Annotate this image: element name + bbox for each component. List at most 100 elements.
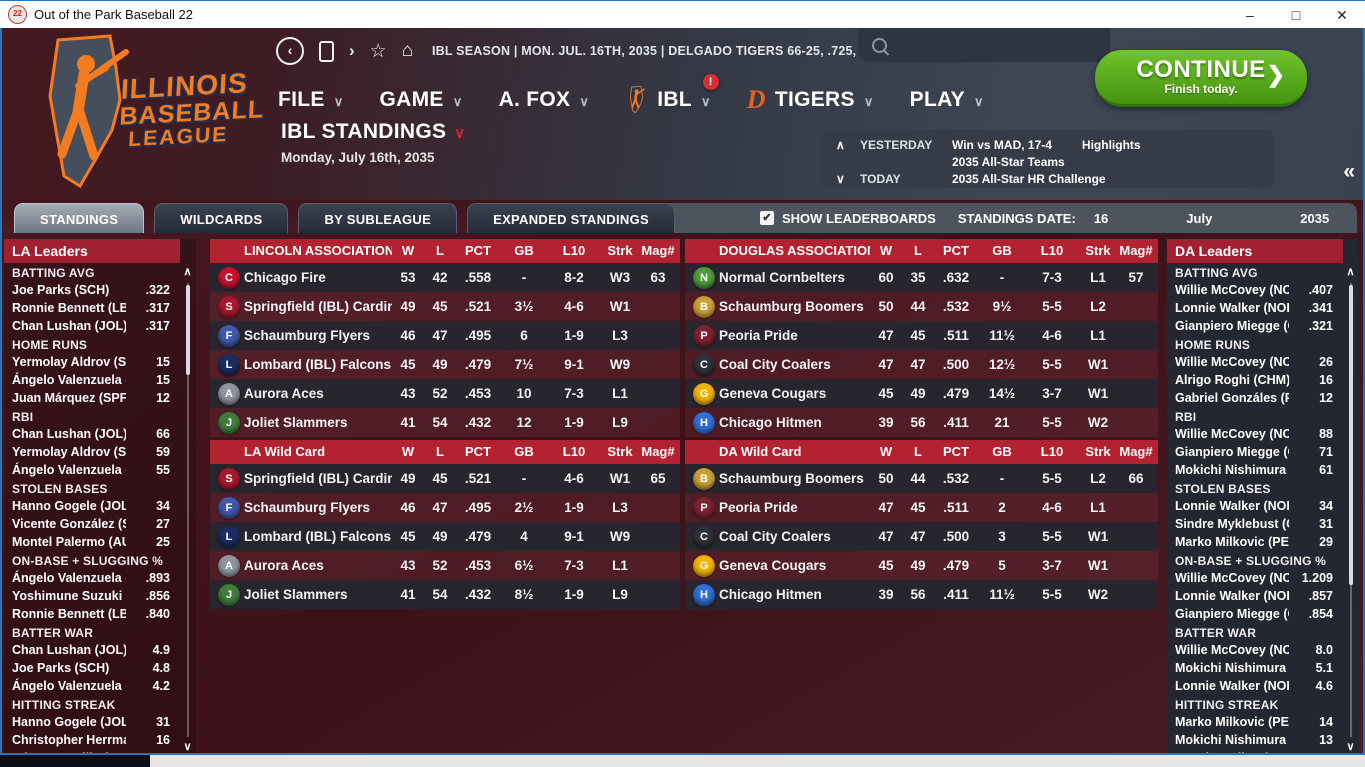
team-row[interactable]: C Chicago Fire 53 42 .558 - 8-2 W3 63 xyxy=(210,263,680,292)
team-row[interactable]: A Aurora Aces 43 52 .453 10 7-3 L1 xyxy=(210,379,680,408)
leader-row[interactable]: Hanno Gogele (JOL) 31 xyxy=(4,713,196,731)
team-name[interactable]: Geneva Cougars xyxy=(719,558,827,573)
alert-badge[interactable]: ! xyxy=(702,74,719,90)
leader-player-name[interactable]: Marko Milkovic (PEO) xyxy=(1175,715,1289,729)
leader-row[interactable]: Chan Lushan (JOL) .317 xyxy=(4,317,196,335)
leader-player-name[interactable]: Montel Palermo (AUR) xyxy=(12,535,126,549)
leader-player-name[interactable]: Marko Milkovic (PEO) xyxy=(1175,535,1289,549)
menu-file[interactable]: FILE ∨ xyxy=(278,88,344,111)
team-name[interactable]: Aurora Aces xyxy=(244,558,324,573)
maximize-button[interactable]: □ xyxy=(1291,7,1301,23)
team-name[interactable]: Coal City Coalers xyxy=(719,529,831,544)
scroll-down-icon[interactable]: ∨ xyxy=(1346,741,1355,753)
team-row[interactable]: P Peoria Pride 47 45 .511 11½ 4-6 L1 xyxy=(685,321,1158,350)
team-name[interactable]: Lombard (IBL) Falcons xyxy=(244,357,392,372)
team-row[interactable]: L Lombard (IBL) Falcons 45 49 .479 7½ 9-1 W9 xyxy=(210,350,680,379)
leader-player-name[interactable]: Lonnie Walker (NOR) xyxy=(1175,679,1289,693)
leader-row[interactable]: Montel Palermo (AUR) 25 xyxy=(4,533,196,551)
today-event-link[interactable]: 2035 All-Star HR Challenge xyxy=(952,172,1106,186)
leader-row[interactable]: Marko Milkovic (PEO) 14 xyxy=(1167,713,1359,731)
leader-player-name[interactable]: Willie McCovey (NOR) xyxy=(1175,571,1289,585)
page-title[interactable]: IBL STANDINGS ∨ xyxy=(281,120,466,143)
leader-row[interactable]: Christopher Herrmann 16 xyxy=(4,731,196,749)
scrollbar-thumb[interactable] xyxy=(1349,285,1353,585)
team-row[interactable]: S Springfield (IBL) Cardinals 49 45 .521 - 4-6… xyxy=(210,464,680,493)
leader-player-name[interactable]: Mokichi Nishimura (GEN xyxy=(1175,661,1289,675)
team-name[interactable]: Joliet Slammers xyxy=(244,415,348,430)
leader-player-name[interactable]: Chan Lushan (JOL) xyxy=(12,643,126,657)
team-row[interactable]: B Schaumburg Boomers 50 44 .532 9½ 5-5 L2 xyxy=(685,292,1158,321)
scroll-down-icon[interactable]: ∨ xyxy=(183,741,192,753)
team-name[interactable]: Chicago Hitmen xyxy=(719,415,822,430)
allstar-teams-link[interactable]: 2035 All-Star Teams xyxy=(952,155,1065,169)
leader-row[interactable]: Ángelo Valenzuela (LB) 15 xyxy=(4,371,196,389)
show-leaderboards-checkbox[interactable]: ✔ xyxy=(760,211,774,225)
leader-row[interactable]: Gianpiero Miegge (CC) .854 xyxy=(1167,605,1359,623)
leader-row[interactable]: Ángelo Valenzuela (LB) 4.2 xyxy=(4,677,196,695)
back-icon[interactable]: ‹ xyxy=(276,37,304,65)
leader-row[interactable]: Yoshimune Suzuki (JOL .856 xyxy=(4,587,196,605)
team-row[interactable]: F Schaumburg Flyers 46 47 .495 2½ 1-9 L3 xyxy=(210,493,680,522)
leader-player-name[interactable]: Yermolay Aldrov (SPF) xyxy=(12,355,126,369)
team-row[interactable]: B Schaumburg Boomers 50 44 .532 - 5-5 L2 66 xyxy=(685,464,1158,493)
team-name[interactable]: Schaumburg Boomers xyxy=(719,299,864,314)
team-row[interactable]: G Geneva Cougars 45 49 .479 14½ 3-7 W1 xyxy=(685,379,1158,408)
scroll-up-icon[interactable]: ∧ xyxy=(183,266,192,278)
highlights-link[interactable]: Highlights xyxy=(1081,138,1141,152)
scrollbar-thumb[interactable] xyxy=(186,285,190,375)
portrait-page-icon[interactable] xyxy=(319,40,334,62)
leader-player-name[interactable]: Gianpiero Miegge (CC) xyxy=(1175,607,1289,621)
favorites-star-icon[interactable]: ☆ xyxy=(369,40,387,62)
leader-row[interactable]: Mokichi Nishimura (GEN 13 xyxy=(1167,731,1359,749)
leader-row[interactable]: Mokichi Nishimura (GEN 5.1 xyxy=(1167,659,1359,677)
team-name[interactable]: Geneva Cougars xyxy=(719,386,827,401)
leader-row[interactable]: Juan Márquez (SPF) 12 xyxy=(4,389,196,407)
leader-player-name[interactable]: Ángelo Valenzuela (LB) xyxy=(12,463,126,477)
leader-player-name[interactable]: Yermolay Aldrov (SPF) xyxy=(12,445,126,459)
leader-player-name[interactable]: Gianpiero Miegge (CC) xyxy=(1175,445,1289,459)
search-input[interactable] xyxy=(858,28,1110,62)
continue-button[interactable]: CONTINUE ❯ Finish today. xyxy=(1095,50,1307,107)
team-row[interactable]: G Geneva Cougars 45 49 .479 5 3-7 W1 xyxy=(685,551,1158,580)
leader-row[interactable]: Gianpiero Miegge (CC) .321 xyxy=(1167,317,1359,335)
leader-player-name[interactable]: Gabriel Gonzáles (PEO) xyxy=(1175,391,1289,405)
leader-player-name[interactable]: Vicente González (SPF) xyxy=(12,517,126,531)
team-row[interactable]: C Coal City Coalers 47 47 .500 3 5-5 W1 xyxy=(685,522,1158,551)
leader-row[interactable]: Gianpiero Miegge (CC) 71 xyxy=(1167,443,1359,461)
team-name[interactable]: Springfield (IBL) Cardinals xyxy=(244,471,392,486)
leader-row[interactable]: Willie McCovey (NOR) .407 xyxy=(1167,281,1359,299)
leader-row[interactable]: Ronnie Bennett (LB) .317 xyxy=(4,299,196,317)
leader-row[interactable]: Lonnie Walker (NOR) .341 xyxy=(1167,299,1359,317)
forward-icon[interactable]: › xyxy=(349,41,355,60)
leader-row[interactable]: Chan Lushan (JOL) 4.9 xyxy=(4,641,196,659)
team-row[interactable]: H Chicago Hitmen 39 56 .411 21 5-5 W2 xyxy=(685,408,1158,437)
team-row[interactable]: L Lombard (IBL) Falcons 45 49 .479 4 9-1 W9 xyxy=(210,522,680,551)
home-icon[interactable]: ⌂ xyxy=(401,40,414,61)
team-row[interactable]: N Normal Cornbelters 60 35 .632 - 7-3 L1 57 xyxy=(685,263,1158,292)
show-leaderboards-label[interactable]: SHOW LEADERBOARDS xyxy=(782,210,936,226)
leader-row[interactable]: Willie McCovey (NOR) 8.0 xyxy=(1167,641,1359,659)
leader-player-name[interactable]: Yoshimune Suzuki (JOL xyxy=(12,589,126,603)
leader-player-name[interactable]: Lonnie Walker (NOR) xyxy=(1175,589,1289,603)
leader-player-name[interactable]: Hanno Gogele (JOL) xyxy=(12,499,126,513)
team-name[interactable]: Chicago Fire xyxy=(244,270,326,285)
leader-player-name[interactable]: Ángelo Valenzuela (LB) xyxy=(12,373,126,387)
team-name[interactable]: Coal City Coalers xyxy=(719,357,831,372)
team-name[interactable]: Schaumburg Flyers xyxy=(244,328,371,343)
menu-manager[interactable]: A. FOX ∨ xyxy=(498,88,590,111)
leader-player-name[interactable]: Ángelo Valenzuela (LB) xyxy=(12,571,126,585)
leader-row[interactable]: Mokichi Nishimura (GEN 61 xyxy=(1167,461,1359,479)
leader-row[interactable]: Gabriel Gonzáles (PEO) 12 xyxy=(1167,389,1359,407)
team-row[interactable]: F Schaumburg Flyers 46 47 .495 6 1-9 L3 xyxy=(210,321,680,350)
leader-player-name[interactable]: Christopher Herrmann xyxy=(12,733,126,747)
menu-league[interactable]: IBL ∨ ! xyxy=(625,74,719,114)
leader-row[interactable]: Willie McCovey (NOR) 26 xyxy=(1167,353,1359,371)
leader-row[interactable]: Joe Parks (SCH) .322 xyxy=(4,281,196,299)
leader-player-name[interactable]: Willie McCovey (NOR) xyxy=(1175,643,1289,657)
team-name[interactable]: Schaumburg Flyers xyxy=(244,500,371,515)
leader-player-name[interactable]: Sindre Myklebust (CC) xyxy=(1175,517,1289,531)
leader-player-name[interactable]: Mokichi Nishimura (GEN xyxy=(1175,733,1289,747)
leader-player-name[interactable]: Ronnie Bennett (LB) xyxy=(12,607,126,621)
leader-player-name[interactable]: Lonnie Walker (NOR) xyxy=(1175,301,1289,315)
leader-player-name[interactable]: Ángelo Valenzuela (LB) xyxy=(12,679,126,693)
